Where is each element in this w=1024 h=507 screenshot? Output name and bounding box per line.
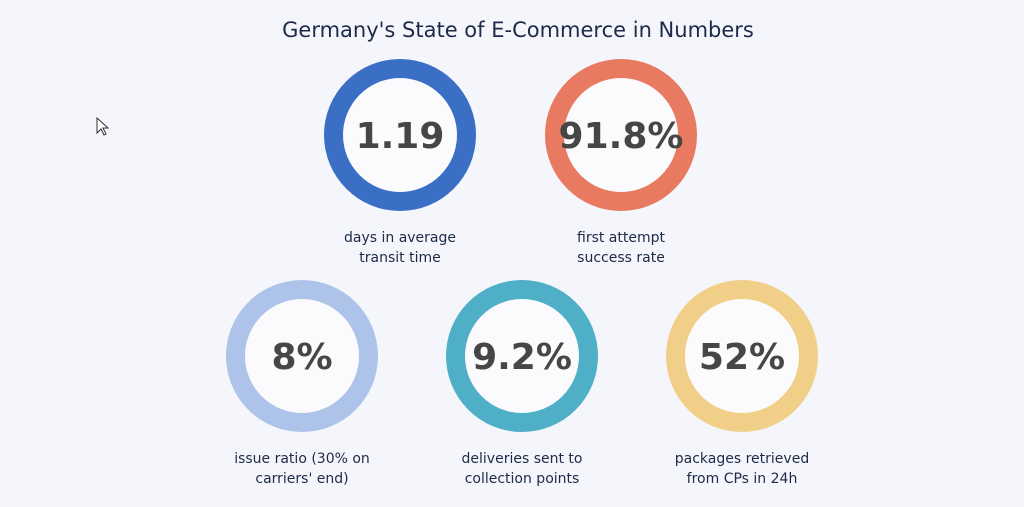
stat-label: success rate [577, 250, 665, 266]
stat-inner [245, 299, 359, 413]
stat-label: transit time [359, 250, 440, 266]
stat-label: packages retrieved [675, 451, 809, 467]
stat-inner [343, 78, 457, 192]
mouse-cursor [96, 116, 110, 136]
stat-value: 52% [699, 337, 785, 378]
stat-value: 91.8% [559, 116, 684, 157]
stat-inner [685, 299, 799, 413]
title: Germany's State of E-Commerce in Numbers [282, 18, 754, 42]
stat-value: 1.19 [356, 116, 445, 157]
stat-label: collection points [465, 471, 580, 487]
stat-value: 9.2% [472, 337, 572, 378]
stat-label: deliveries sent to [462, 451, 583, 467]
stat-label: from CPs in 24h [687, 471, 798, 487]
stat-label: carriers' end) [255, 471, 348, 487]
stat-label: days in average [344, 230, 456, 246]
stat-value: 8% [271, 337, 332, 378]
stat-inner [564, 78, 678, 192]
stat-label: first attempt [577, 230, 666, 246]
stat-inner [465, 299, 579, 413]
stat-label: issue ratio (30% on [234, 451, 370, 467]
